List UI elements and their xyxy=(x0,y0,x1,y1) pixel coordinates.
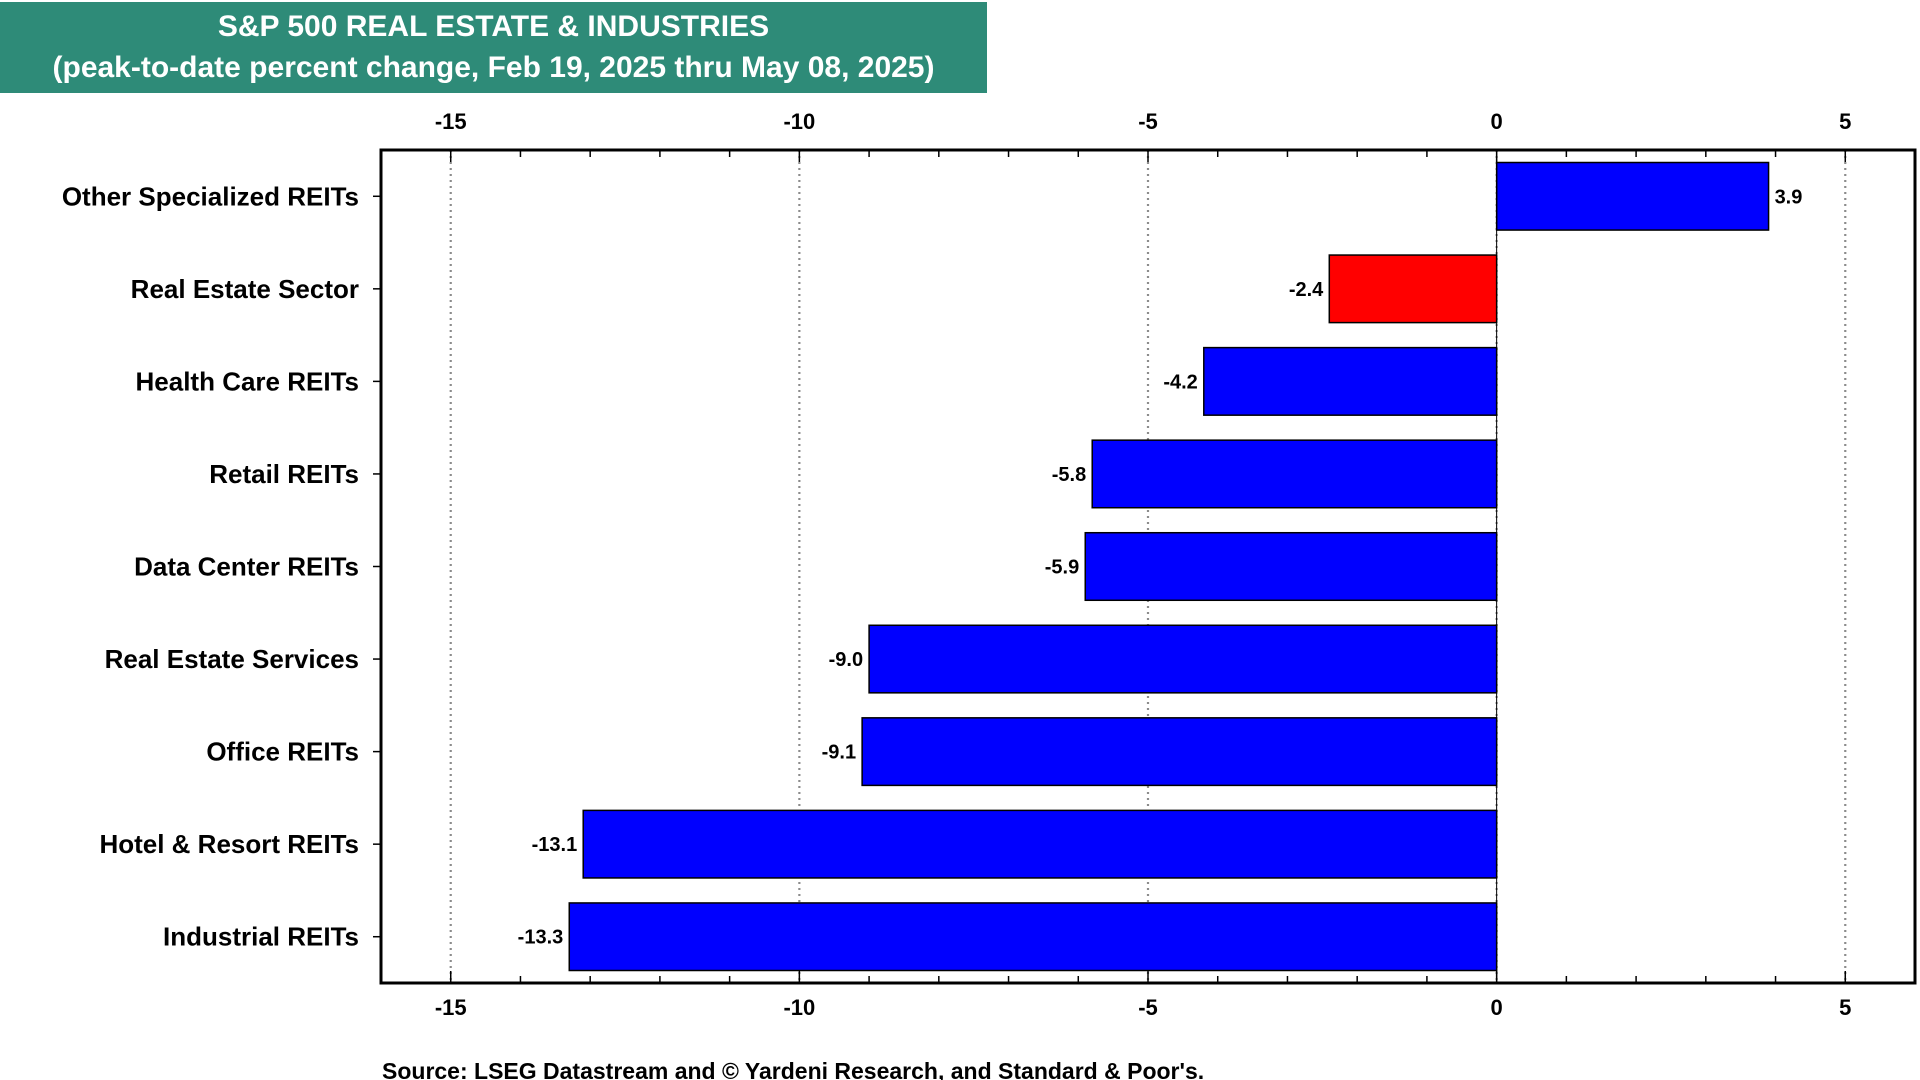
x-tick-label-top: 0 xyxy=(1491,109,1503,134)
data-label: -5.8 xyxy=(1052,464,1086,486)
category-label: Industrial REITs xyxy=(163,922,359,952)
data-label: -9.1 xyxy=(822,742,856,764)
data-label: -13.1 xyxy=(532,834,578,856)
category-label: Real Estate Services xyxy=(105,644,359,674)
x-tick-label-bottom: 0 xyxy=(1491,995,1503,1020)
category-label: Health Care REITs xyxy=(136,366,359,396)
chart-title: S&P 500 REAL ESTATE & INDUSTRIES xyxy=(217,10,770,43)
bar-6 xyxy=(861,717,1498,787)
category-label: Data Center REITs xyxy=(134,552,359,582)
x-tick-label-bottom: -5 xyxy=(1138,995,1158,1020)
plot-frame xyxy=(379,148,1917,985)
data-label: -13.3 xyxy=(518,927,564,949)
bar-2 xyxy=(1203,346,1498,416)
data-label: 3.9 xyxy=(1775,186,1803,208)
category-label: Real Estate Sector xyxy=(131,274,359,304)
category-label: Retail REITs xyxy=(209,459,359,489)
bar-3 xyxy=(1091,439,1498,509)
bar-0 xyxy=(1495,161,1770,231)
bar-5 xyxy=(868,624,1498,694)
source-note: Source: LSEG Datastream and © Yardeni Re… xyxy=(382,1058,1205,1080)
chart-title-box: S&P 500 REAL ESTATE & INDUSTRIES (peak-t… xyxy=(0,2,987,93)
chart-subtitle: (peak-to-date percent change, Feb 19, 20… xyxy=(52,51,935,84)
x-tick-label-bottom: 5 xyxy=(1839,995,1851,1020)
category-label: Other Specialized REITs xyxy=(62,181,359,211)
data-label: -2.4 xyxy=(1289,279,1324,301)
bar-8 xyxy=(568,902,1498,972)
x-tick-label-bottom: -10 xyxy=(783,995,815,1020)
bar-4 xyxy=(1084,531,1498,602)
data-label: -5.9 xyxy=(1045,557,1079,579)
x-tick-label-top: -15 xyxy=(435,109,467,134)
data-label: -9.0 xyxy=(829,649,863,671)
category-label: Hotel & Resort REITs xyxy=(99,829,359,859)
bar-1 xyxy=(1328,254,1498,324)
x-tick-label-top: 5 xyxy=(1839,109,1851,134)
bar-7 xyxy=(582,809,1498,879)
data-label: -4.2 xyxy=(1163,371,1197,393)
x-tick-label-bottom: -15 xyxy=(435,995,467,1020)
x-tick-label-top: -5 xyxy=(1138,109,1158,134)
category-label: Office REITs xyxy=(206,737,359,767)
x-tick-label-top: -10 xyxy=(783,109,815,134)
